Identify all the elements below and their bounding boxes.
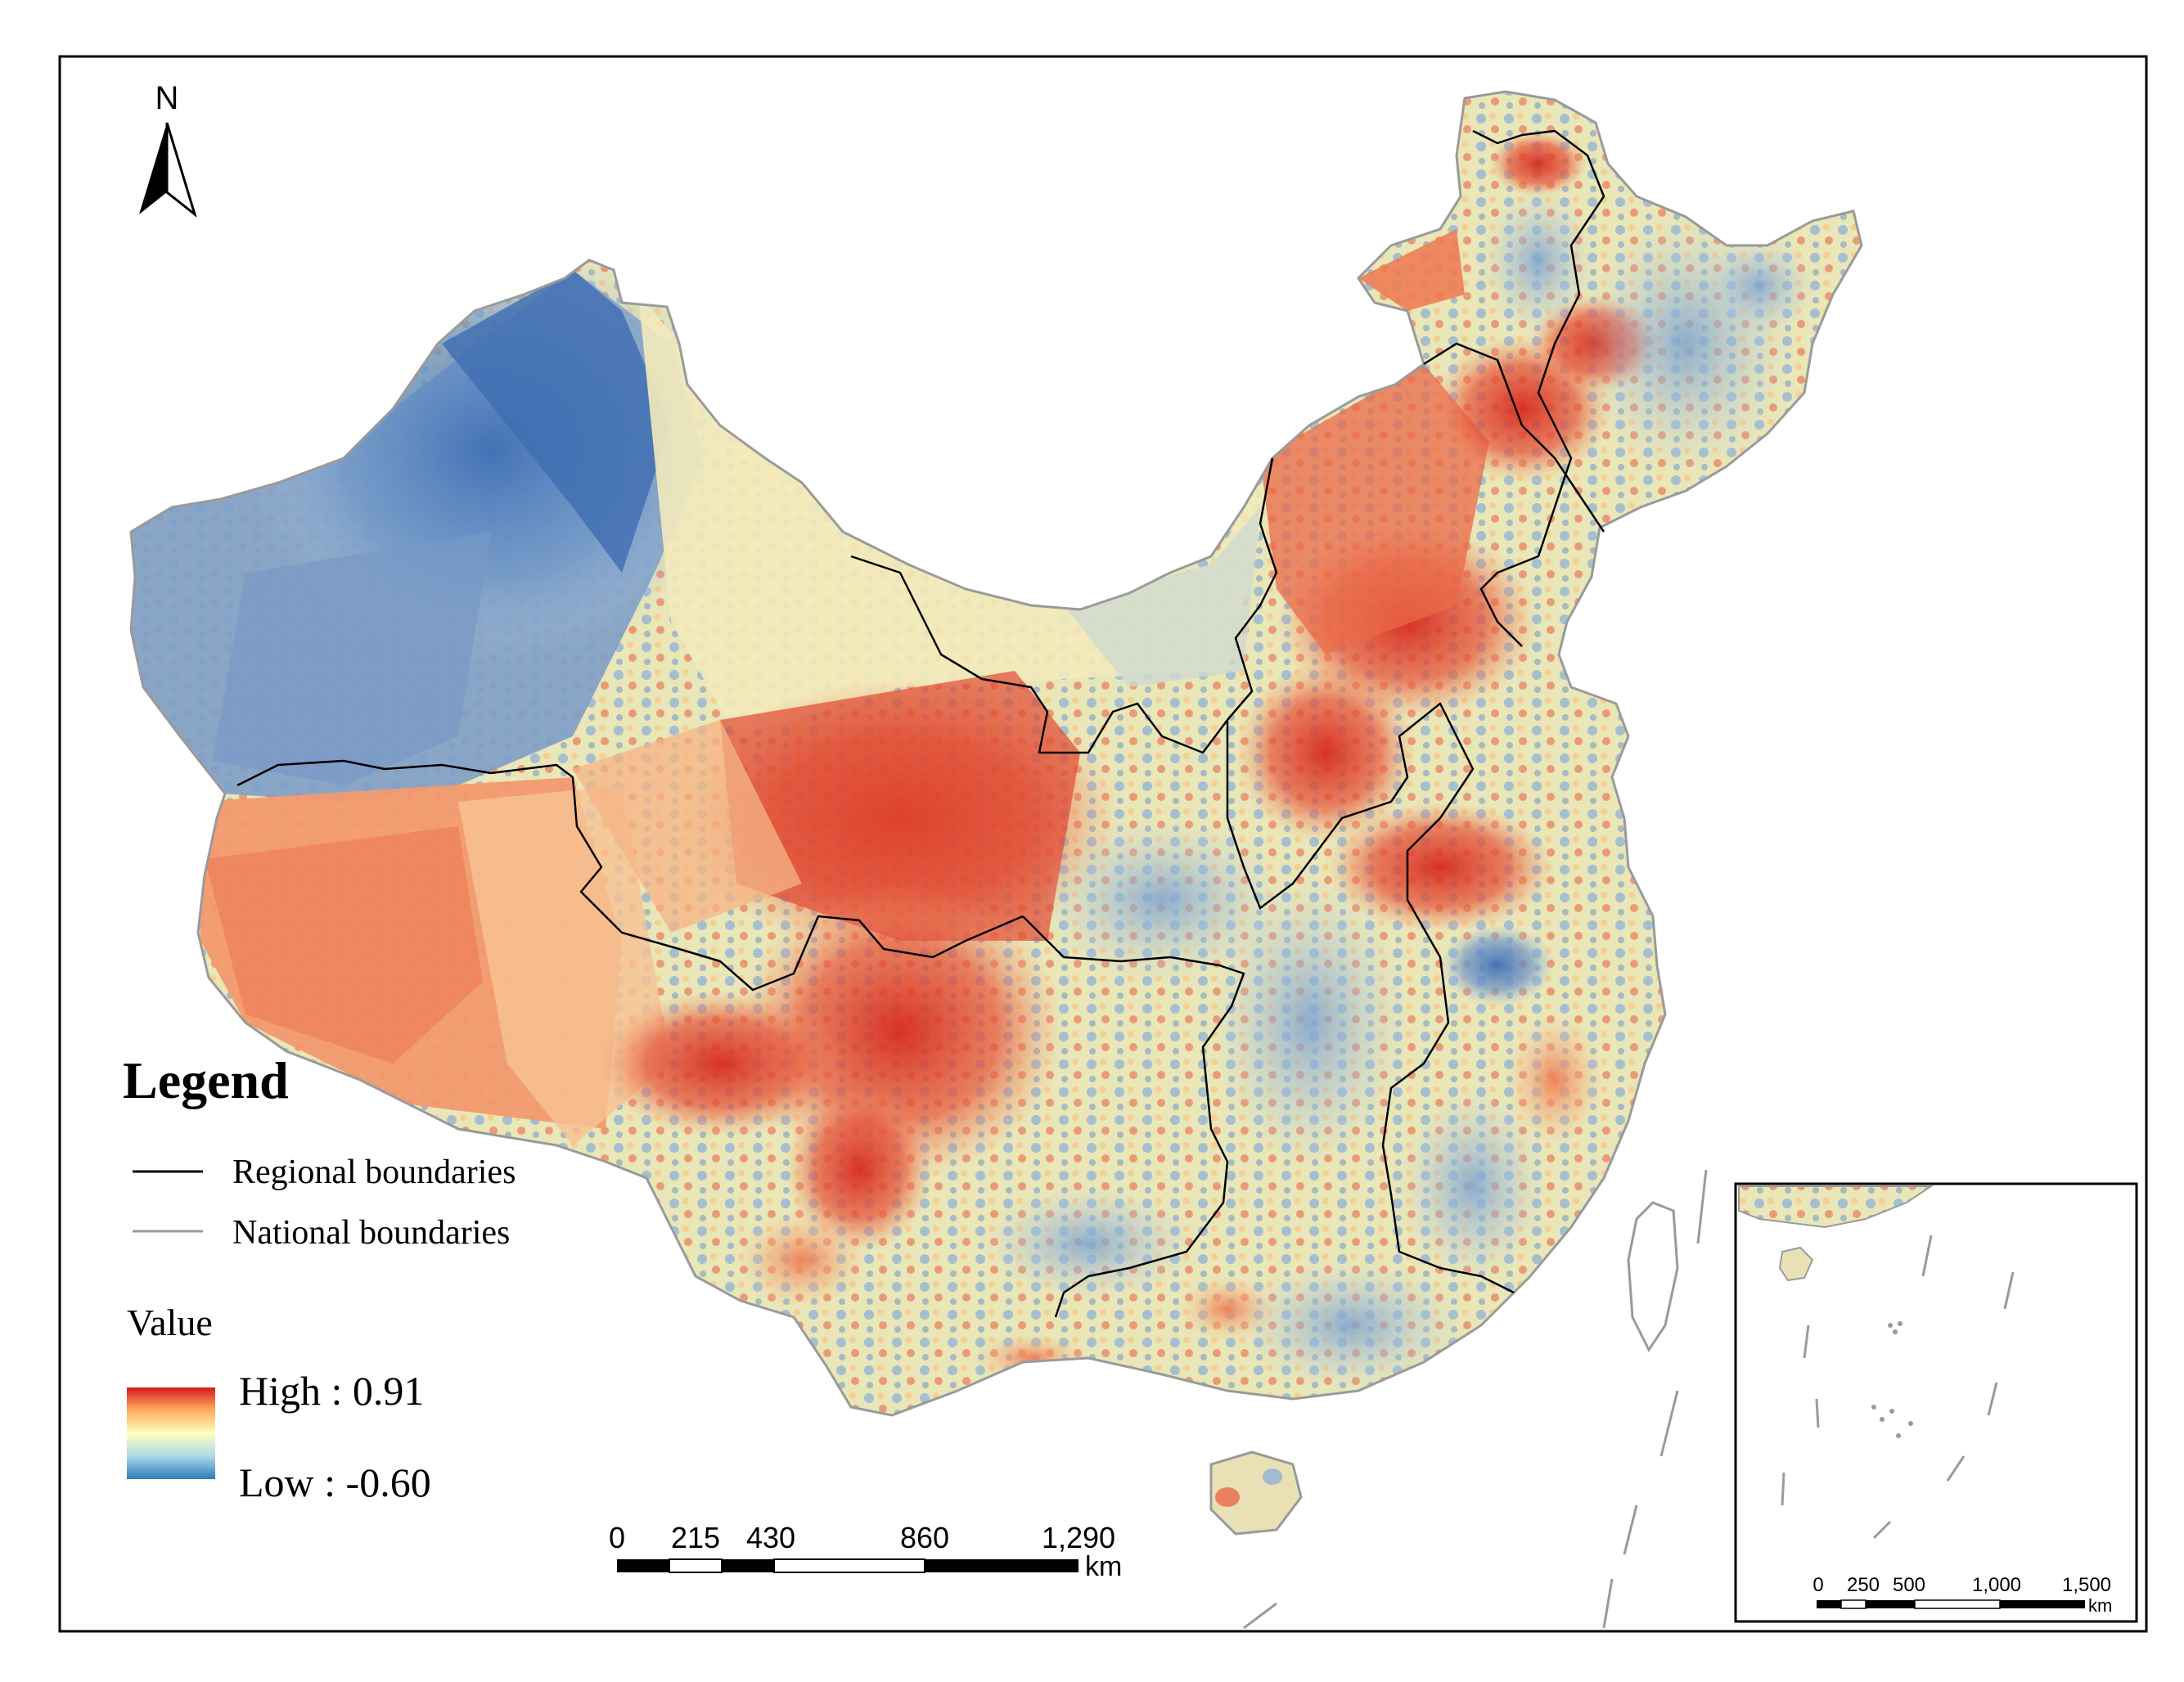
legend-low-label: Low : -0.60: [239, 1459, 431, 1505]
inset-scale-tick-0: 0: [1812, 1574, 1823, 1596]
north-arrow-label: N: [155, 80, 179, 116]
legend-national-label: National boundaries: [232, 1214, 510, 1252]
scale-tick-1290: 1,290: [1042, 1521, 1115, 1554]
scale-bar: 0 215 430 860 1,290 km: [609, 1521, 1122, 1582]
scale-tick-860: 860: [900, 1521, 949, 1554]
china-mainland-raster: [129, 90, 1863, 1417]
taiwan-island: [1627, 1201, 1679, 1352]
legend: Legend Regional boundaries National boun…: [123, 1051, 516, 1505]
inset-scale-tick-500: 500: [1893, 1574, 1925, 1596]
inset-scale-tick-250: 250: [1847, 1574, 1880, 1596]
map-frame: [58, 55, 2148, 1633]
legend-value-title: Value: [127, 1302, 213, 1343]
scale-unit: km: [1085, 1551, 1122, 1582]
scale-tick-430: 430: [746, 1521, 795, 1554]
inset-map: 0 250 500 1,000 1,500 km: [1734, 1182, 2138, 1623]
scale-tick-0: 0: [609, 1521, 625, 1554]
regional-boundaries: [236, 129, 1605, 1318]
maritime-boundary-lines: [1243, 1169, 1708, 1630]
legend-title: Legend: [123, 1051, 289, 1109]
legend-high-label: High : 0.91: [239, 1368, 424, 1414]
inset-scale-tick-1500: 1,500: [2062, 1574, 2111, 1596]
scale-tick-215: 215: [671, 1521, 720, 1554]
legend-regional-label: Regional boundaries: [232, 1154, 516, 1191]
legend-color-ramp: [127, 1387, 215, 1479]
north-arrow: N: [139, 80, 197, 218]
hainan-island: [1209, 1450, 1303, 1536]
inset-scale-bar: 0 250 500 1,000 1,500 km: [1812, 1574, 2112, 1616]
inset-scale-tick-1000: 1,000: [1972, 1574, 2021, 1596]
inset-scale-unit: km: [2088, 1595, 2112, 1616]
